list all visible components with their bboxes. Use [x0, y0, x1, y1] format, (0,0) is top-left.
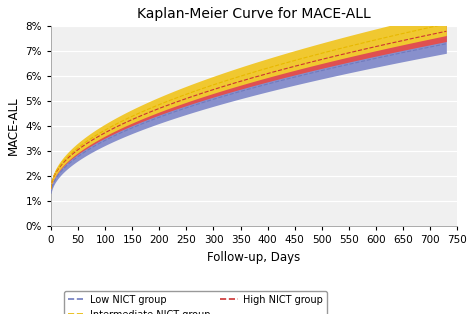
Legend: Low NICT group, Intermediate NICT group, High NICT group: Low NICT group, Intermediate NICT group,… — [64, 291, 327, 314]
Y-axis label: MACE-ALL: MACE-ALL — [7, 97, 20, 155]
X-axis label: Follow-up, Days: Follow-up, Days — [208, 251, 301, 264]
Title: Kaplan-Meier Curve for MACE-ALL: Kaplan-Meier Curve for MACE-ALL — [137, 7, 371, 21]
